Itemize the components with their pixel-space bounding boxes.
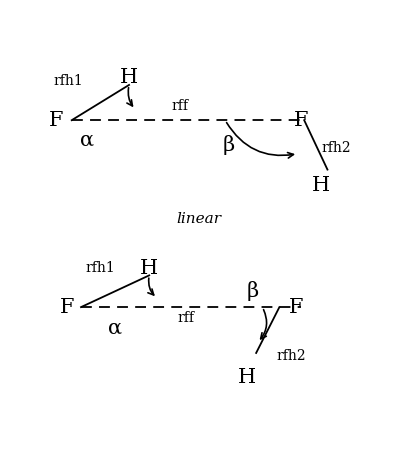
Text: H: H <box>312 176 330 195</box>
Text: rfh1: rfh1 <box>53 74 83 88</box>
Text: rfh2: rfh2 <box>321 142 351 155</box>
Text: F: F <box>49 111 64 130</box>
Text: linear: linear <box>176 212 221 226</box>
Text: H: H <box>120 68 138 87</box>
Text: α: α <box>108 319 122 338</box>
Text: rfh1: rfh1 <box>86 262 116 275</box>
Text: H: H <box>238 368 256 387</box>
Text: α: α <box>80 131 94 150</box>
Text: rfh2: rfh2 <box>276 349 306 364</box>
Text: F: F <box>289 298 304 316</box>
Text: F: F <box>294 111 308 130</box>
Text: rff: rff <box>172 99 189 113</box>
Text: F: F <box>60 298 74 316</box>
Text: β: β <box>247 281 259 301</box>
Text: rff: rff <box>178 311 195 325</box>
Text: H: H <box>140 259 158 278</box>
Text: β: β <box>222 135 234 155</box>
